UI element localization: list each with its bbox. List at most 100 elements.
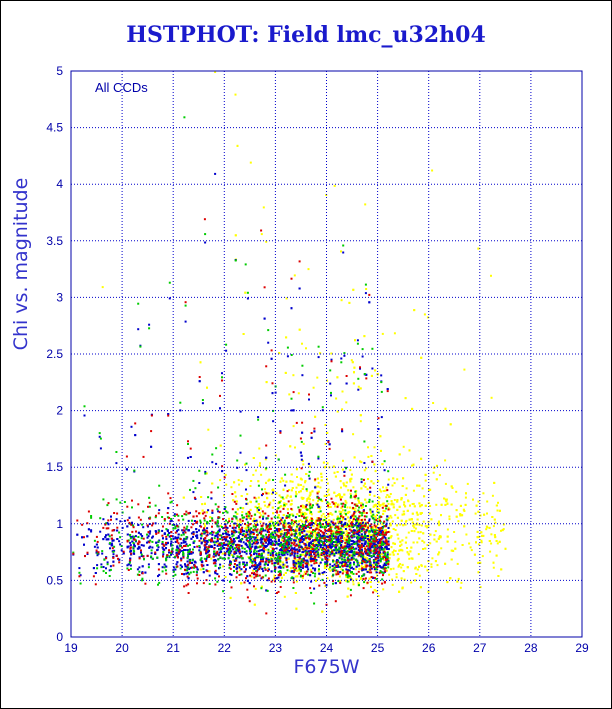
data-point <box>303 513 306 516</box>
data-point <box>361 355 364 358</box>
data-point <box>311 545 314 548</box>
data-point <box>272 533 275 536</box>
data-point <box>444 562 447 565</box>
data-point <box>373 542 376 545</box>
data-point <box>434 530 437 533</box>
data-point <box>297 534 300 537</box>
data-point <box>394 550 397 552</box>
data-point <box>475 541 477 544</box>
data-point <box>370 529 373 532</box>
data-point <box>129 549 132 552</box>
data-point <box>262 551 265 554</box>
data-point <box>242 535 245 538</box>
data-point <box>285 503 288 506</box>
data-point <box>412 502 415 505</box>
data-point <box>360 520 363 523</box>
data-point <box>272 499 275 502</box>
data-point <box>392 528 395 530</box>
data-point <box>214 570 217 573</box>
data-point <box>348 543 351 546</box>
data-point <box>246 575 249 578</box>
data-point <box>324 424 327 426</box>
data-point <box>397 557 400 560</box>
data-point <box>249 508 252 511</box>
data-point <box>390 535 393 538</box>
data-point <box>226 526 229 529</box>
data-point <box>257 496 260 499</box>
data-point <box>309 524 312 526</box>
data-point <box>300 496 303 499</box>
data-point <box>364 564 367 567</box>
data-point <box>317 356 320 359</box>
data-point <box>293 537 296 540</box>
data-point <box>300 569 302 572</box>
data-point <box>306 530 309 533</box>
data-point <box>201 540 204 543</box>
data-point <box>352 580 355 583</box>
data-point <box>406 551 409 554</box>
data-point <box>336 540 339 543</box>
data-point <box>359 538 362 540</box>
data-point <box>394 514 397 517</box>
data-point <box>290 499 293 502</box>
data-point <box>381 523 384 526</box>
data-point <box>448 515 451 518</box>
data-point <box>221 545 224 548</box>
data-point <box>366 535 369 537</box>
data-point <box>412 541 415 544</box>
data-point <box>362 566 365 569</box>
data-point <box>256 510 259 513</box>
data-point <box>398 564 401 567</box>
data-point <box>338 510 341 513</box>
data-point <box>198 549 201 552</box>
data-point <box>380 490 383 493</box>
data-point <box>350 528 353 531</box>
data-point <box>305 489 308 492</box>
data-point <box>329 547 332 550</box>
data-point <box>305 564 308 567</box>
data-point <box>374 546 377 549</box>
data-point <box>479 586 482 589</box>
data-point <box>280 530 283 533</box>
data-point <box>339 571 342 574</box>
data-point <box>274 540 277 543</box>
data-point <box>414 527 417 530</box>
data-point <box>308 531 311 534</box>
data-point <box>228 517 230 520</box>
data-point <box>360 558 363 561</box>
data-point <box>269 541 272 544</box>
data-point <box>228 534 231 537</box>
data-point <box>322 550 325 553</box>
data-point <box>327 506 330 509</box>
data-point <box>349 578 352 581</box>
data-point <box>374 526 377 529</box>
data-point <box>370 585 372 588</box>
data-point <box>418 565 420 568</box>
data-point <box>370 374 373 377</box>
data-point <box>360 502 363 505</box>
data-point <box>323 494 326 497</box>
data-point <box>399 540 402 543</box>
data-point <box>236 548 239 551</box>
data-point <box>254 545 257 548</box>
data-point <box>341 563 344 566</box>
data-point <box>363 546 366 549</box>
data-point <box>315 579 317 582</box>
data-point <box>137 523 140 526</box>
data-point <box>301 541 304 543</box>
data-point <box>411 464 413 467</box>
data-point <box>424 504 427 507</box>
data-point <box>224 523 227 526</box>
data-point <box>258 447 261 450</box>
data-point <box>494 536 497 539</box>
data-point <box>232 559 235 562</box>
data-point <box>201 402 204 405</box>
data-point <box>252 536 255 539</box>
data-point <box>409 550 412 553</box>
data-point <box>344 560 347 563</box>
data-point <box>335 563 337 565</box>
data-point <box>189 456 192 458</box>
data-point <box>332 551 335 554</box>
data-point <box>381 463 384 466</box>
data-point <box>238 483 241 486</box>
